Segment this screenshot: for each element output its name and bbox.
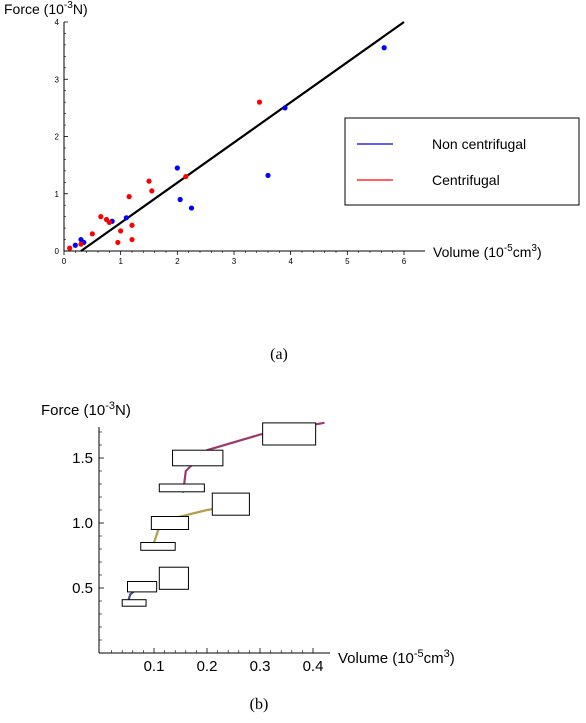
y-tick-label: 2 — [55, 133, 60, 142]
x-tick-label: 6 — [402, 257, 407, 266]
fit-line — [80, 21, 405, 252]
point-centrifugal — [89, 231, 95, 237]
point-centrifugal — [118, 228, 124, 234]
error-box — [211, 492, 250, 516]
point-non-centrifugal — [123, 215, 129, 221]
panel-a-ticks: 0 1 2 3 4 5 6 0 1 2 3 4 — [55, 18, 407, 266]
y-tick-label: 4 — [55, 18, 60, 27]
point-centrifugal — [183, 173, 189, 180]
panel-b-ticks: 0.1 0.2 0.3 0.4 0.5 1.0 1.5 — [72, 431, 324, 675]
legend: Non centrifugal Centrifugal — [344, 117, 580, 206]
legend-box — [344, 117, 580, 206]
x-tick-label: 0.4 — [303, 658, 324, 675]
point-centrifugal — [106, 219, 112, 225]
panel-b-caption: (b) — [250, 696, 269, 713]
point-centrifugal — [98, 214, 104, 220]
point-centrifugal — [67, 245, 73, 251]
point-non-centrifugal — [174, 165, 180, 171]
panel-b-x-axis-label: Volume (10-5cm3) — [338, 648, 455, 667]
error-box — [140, 542, 176, 551]
error-box — [158, 483, 205, 493]
x-tick-label: 5 — [345, 257, 350, 266]
error-box — [158, 566, 189, 590]
point-centrifugal — [115, 239, 121, 246]
y-tick-label: 0.5 — [72, 580, 93, 597]
x-tick-label: 3 — [232, 257, 237, 266]
x-tick-label: 2 — [175, 257, 180, 266]
point-centrifugal — [126, 194, 132, 200]
error-box — [262, 422, 317, 446]
point-non-centrifugal — [265, 172, 271, 179]
error-box — [121, 599, 147, 607]
y-tick-label: 3 — [55, 75, 60, 84]
error-box — [150, 516, 189, 530]
panel-b: Force (10-3N) 0.1 0.2 0.3 0.4 0.5 1.0 1.5 Volu… — [41, 400, 455, 713]
x-tick-label: 0.1 — [144, 658, 165, 675]
y-tick-label: 0 — [55, 247, 60, 256]
legend-label-non-centrifugal: Non centrifugal — [432, 136, 526, 152]
point-centrifugal — [146, 178, 152, 184]
x-tick-label: 0.3 — [250, 658, 271, 675]
point-non-centrifugal — [282, 105, 288, 111]
panel-a-y-axis-label: Force (10-3N) — [4, 0, 88, 17]
point-centrifugal — [256, 99, 263, 105]
y-tick-label: 1.5 — [72, 450, 93, 467]
point-non-centrifugal — [177, 196, 183, 203]
error-box — [127, 581, 158, 593]
panel-a-plot-area — [67, 21, 405, 252]
panel-b-plot-area — [121, 421, 325, 607]
x-tick-label: 0 — [62, 257, 67, 266]
y-tick-label: 1 — [55, 190, 60, 199]
point-centrifugal — [149, 188, 155, 194]
x-tick-label: 4 — [288, 257, 293, 266]
x-tick-label: 0.2 — [197, 658, 218, 675]
point-centrifugal — [129, 236, 135, 243]
panel-a-x-axis-label: Volume (10-5cm3) — [433, 243, 542, 260]
x-tick-label: 1 — [118, 257, 123, 266]
panel-a: Force (10-3N) 0 1 2 3 4 5 6 0 1 2 3 4 Volume (10-5c… — [4, 0, 580, 363]
legend-label-centrifugal: Centrifugal — [432, 172, 500, 188]
point-non-centrifugal — [72, 242, 78, 248]
point-non-centrifugal — [381, 45, 387, 51]
point-centrifugal — [129, 222, 135, 228]
y-tick-label: 1.0 — [72, 515, 93, 532]
point-non-centrifugal — [188, 205, 195, 211]
error-box — [172, 449, 224, 467]
point-centrifugal — [78, 241, 84, 247]
panel-b-y-axis-label: Force (10-3N) — [41, 400, 131, 419]
panel-a-caption: (a) — [270, 346, 288, 363]
